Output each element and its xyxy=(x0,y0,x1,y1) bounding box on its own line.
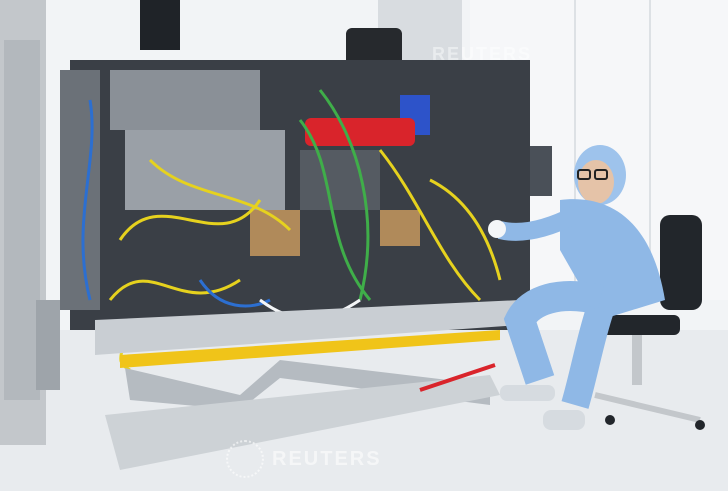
cable-bundle xyxy=(81,89,502,372)
cable-chain xyxy=(140,0,180,50)
scissor-lift-table xyxy=(95,300,520,355)
watermark-top: REUTERS xyxy=(432,44,533,64)
shoe-cover xyxy=(500,385,555,401)
red-component xyxy=(305,118,415,146)
face xyxy=(578,160,614,204)
chair-seat xyxy=(600,315,680,335)
chair-backrest xyxy=(660,215,702,310)
scissor-lift-arms xyxy=(125,360,490,410)
glasses xyxy=(577,169,591,180)
lift-base xyxy=(105,375,500,470)
reuters-logo-icon xyxy=(226,440,264,478)
glove xyxy=(488,220,506,238)
technician xyxy=(488,145,665,430)
suit-legs xyxy=(503,281,604,385)
watermark-bottom: REUTERS xyxy=(272,448,382,470)
